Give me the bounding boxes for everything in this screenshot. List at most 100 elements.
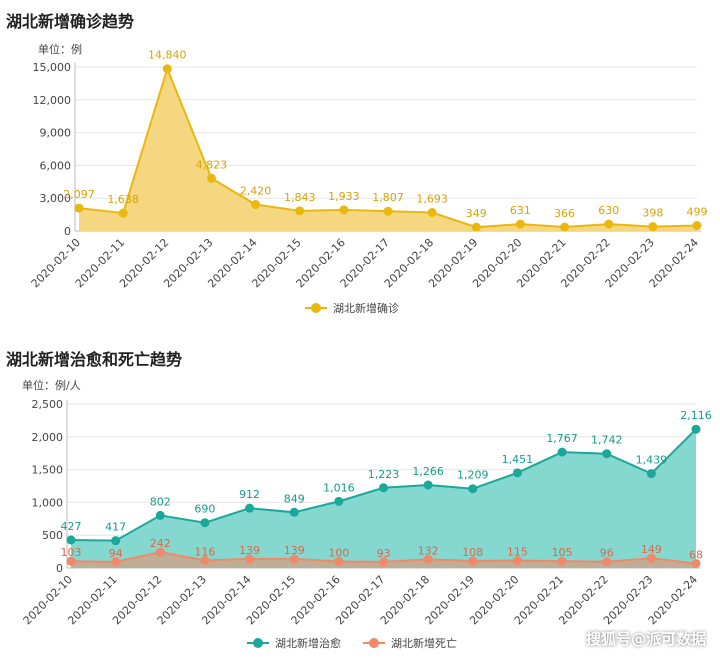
chart2-series-0-data-label: 1,266 bbox=[412, 465, 444, 478]
chart2-series-0-data-label: 690 bbox=[194, 503, 215, 516]
chart2-legend-marker-1 bbox=[369, 638, 379, 648]
chart1-series-0-data-label: 631 bbox=[510, 204, 531, 217]
chart2-series-1-point bbox=[334, 556, 344, 566]
chart1-series-0-point bbox=[118, 208, 128, 218]
chart1-series-0-data-label: 1,638 bbox=[107, 193, 139, 206]
chart2-series-0-point bbox=[66, 535, 76, 545]
chart2-ytick-label: 2,000 bbox=[32, 431, 64, 444]
chart2-series-1-point bbox=[379, 557, 388, 567]
chart2-series-0-point bbox=[245, 503, 255, 513]
chart2-series-0-point bbox=[111, 536, 121, 546]
chart2-ytick-label: 1,000 bbox=[32, 496, 64, 509]
chart2-series-1-point bbox=[691, 559, 701, 569]
chart2-series-1-point bbox=[111, 557, 121, 567]
chart2-series-1-point bbox=[512, 555, 522, 565]
chart2-series-1-area bbox=[71, 552, 696, 568]
chart2-series-0-point bbox=[155, 510, 165, 520]
chart2-series-1-data-label: 115 bbox=[507, 545, 528, 558]
chart2-series-0-point bbox=[646, 469, 656, 479]
chart2-series-1-data-label: 139 bbox=[284, 544, 305, 557]
chart1-series-0-data-label: 349 bbox=[466, 207, 487, 220]
chart1-legend-marker-0 bbox=[311, 303, 321, 313]
chart2-series-1-data-label: 96 bbox=[600, 547, 614, 560]
chart2-series-0-point bbox=[379, 483, 388, 493]
chart2-ytick-label: 1,500 bbox=[32, 464, 64, 477]
chart2-ytick-label: 2,500 bbox=[32, 398, 64, 411]
chart2-series-0-point bbox=[334, 496, 344, 506]
chart2-series-1-point bbox=[155, 547, 165, 557]
chart2-series-1-data-label: 94 bbox=[109, 547, 123, 560]
chart2-series-0-data-label: 1,439 bbox=[636, 454, 668, 467]
watermark-text: 搜狐号@派可数据 bbox=[585, 630, 706, 648]
chart1-series-0-data-label: 398 bbox=[642, 207, 663, 220]
chart1-series-0-data-label: 630 bbox=[598, 204, 619, 217]
chart2-unit: 单位：例/人 bbox=[22, 379, 81, 392]
chart1-series-0-data-label: 1,693 bbox=[416, 192, 448, 205]
chart2-series-1-point bbox=[423, 554, 433, 564]
chart1-series-0-data-label: 2,097 bbox=[63, 188, 95, 201]
chart1-ytick-label: 3,000 bbox=[40, 192, 72, 205]
chart2-title: 湖北新增治愈和死亡趋势 bbox=[6, 350, 183, 369]
chart2-svg: 05001,0001,5002,0002,5002020-02-102020-0… bbox=[21, 398, 712, 650]
chart1-series-0-data-label: 499 bbox=[687, 206, 708, 219]
chart1-legend-label-0: 湖北新增确诊 bbox=[333, 301, 399, 315]
chart1-series-0-data-label: 14,840 bbox=[148, 49, 187, 62]
chart2-series-0-data-label: 417 bbox=[105, 521, 126, 534]
chart1-series-0-point bbox=[383, 206, 393, 216]
chart1-series-0-point bbox=[471, 222, 481, 232]
chart2-series-0-data-label: 1,209 bbox=[457, 469, 489, 482]
chart2-series-1-point bbox=[245, 554, 255, 564]
chart1-series-0-data-label: 1,843 bbox=[284, 191, 316, 204]
chart2-legend-marker-0 bbox=[253, 638, 263, 648]
chart2-series-1-data-label: 68 bbox=[689, 549, 703, 562]
chart1-ytick-label: 6,000 bbox=[40, 159, 72, 172]
chart2-series-0-data-label: 1,767 bbox=[546, 432, 578, 445]
chart2-series-0-data-label: 849 bbox=[284, 492, 305, 505]
chart2-series-0-point bbox=[512, 468, 522, 478]
chart1-ytick-label: 12,000 bbox=[33, 94, 72, 107]
chart2-ytick-label: 500 bbox=[42, 529, 63, 542]
chart1-series-0-data-label: 2,420 bbox=[240, 185, 272, 198]
chart1-series-0-point bbox=[692, 221, 702, 231]
chart1-series-0-area bbox=[79, 68, 697, 232]
chart2-series-0-point bbox=[557, 447, 567, 457]
chart2-series-1-data-label: 116 bbox=[194, 545, 215, 558]
chart1-series-0-data-label: 4,823 bbox=[196, 158, 228, 171]
chart2-series-1-point bbox=[468, 556, 478, 566]
chart2-series-1-point bbox=[602, 557, 612, 567]
chart2-series-0-data-label: 2,116 bbox=[680, 409, 712, 422]
chart1-series-0-point bbox=[427, 207, 437, 217]
chart2-legend-label-1: 湖北新增死亡 bbox=[391, 636, 457, 650]
chart2-series-0-point bbox=[200, 518, 210, 528]
chart1-series-0-data-label: 366 bbox=[554, 207, 575, 220]
chart1-series-0-point bbox=[515, 219, 525, 229]
chart1-unit: 单位：例 bbox=[38, 43, 82, 56]
chart2-series-0-data-label: 1,451 bbox=[502, 453, 534, 466]
chart2-series-0-data-label: 427 bbox=[61, 520, 82, 533]
chart1-series-0-point bbox=[74, 203, 84, 213]
chart2-legend-label-0: 湖北新增治愈 bbox=[275, 636, 341, 650]
chart2-series-0-point bbox=[468, 484, 478, 494]
chart2-series-0-data-label: 802 bbox=[150, 495, 171, 508]
chart1-series-0-data-label: 1,933 bbox=[328, 190, 360, 203]
chart2-series-1-data-label: 132 bbox=[418, 544, 439, 557]
chart2-series-1-point bbox=[646, 553, 656, 563]
chart2-series-0-point bbox=[691, 424, 701, 434]
chart2-series-1-data-label: 149 bbox=[641, 543, 662, 556]
chart2-series-0-data-label: 912 bbox=[239, 488, 260, 501]
chart2-series-0-data-label: 1,223 bbox=[368, 468, 400, 481]
chart2-series-1-point bbox=[200, 555, 210, 565]
chart2-series-1-data-label: 93 bbox=[377, 547, 391, 560]
chart1-title: 湖北新增确诊趋势 bbox=[6, 12, 135, 31]
chart1-series-0-point bbox=[560, 222, 570, 232]
chart2-series-1-data-label: 242 bbox=[150, 537, 171, 550]
chart2-series-1-point bbox=[66, 556, 76, 566]
chart2-series-1-point bbox=[289, 554, 299, 564]
chart1-ytick-label: 15,000 bbox=[33, 61, 72, 74]
chart2-series-1-data-label: 105 bbox=[552, 546, 573, 559]
chart2-ytick-label: 0 bbox=[56, 562, 63, 575]
chart1-series-0-point bbox=[162, 64, 172, 74]
chart2-series-0-point bbox=[423, 480, 433, 490]
chart2-series-1-data-label: 139 bbox=[239, 544, 260, 557]
chart1-ytick-label: 9,000 bbox=[40, 127, 72, 140]
